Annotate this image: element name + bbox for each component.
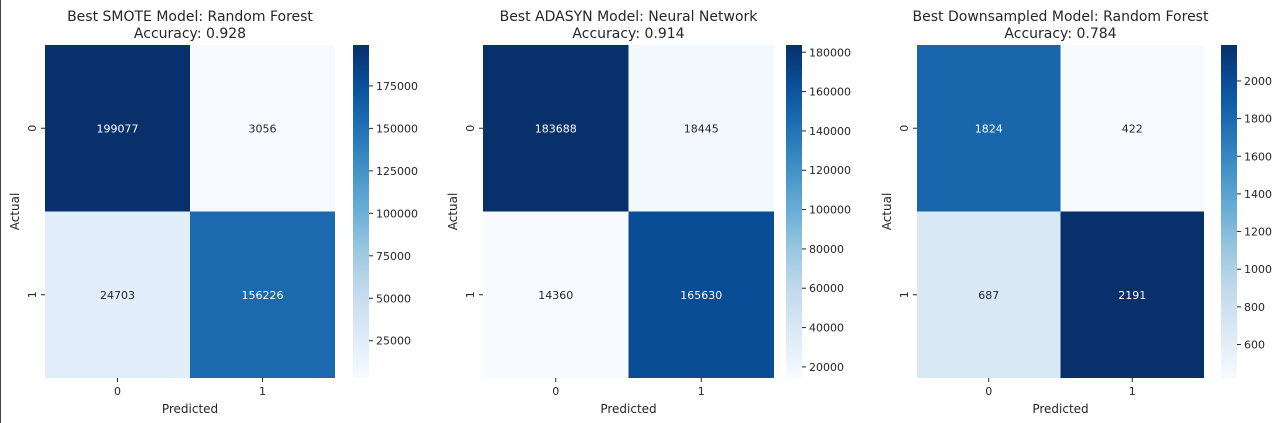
x-axis-label: Predicted — [600, 402, 656, 416]
cell-value-label: 165630 — [680, 289, 722, 302]
colorbar-tick-label: 50000 — [376, 292, 411, 305]
heatmap-cell — [628, 211, 774, 378]
y-tick-label: 1 — [898, 291, 911, 298]
colorbar-tick-label: 60000 — [809, 282, 844, 295]
colorbar-tick-label: 1800 — [1244, 113, 1272, 126]
heatmap-panel-1: Best SMOTE Model: Random ForestAccuracy:… — [8, 9, 418, 416]
colorbar-tick-label: 1400 — [1244, 188, 1272, 201]
colorbar — [786, 45, 802, 378]
heatmap-cell — [483, 45, 629, 212]
heatmap-cell — [1060, 45, 1204, 212]
heatmap-cell — [628, 45, 774, 212]
y-tick-label: 1 — [26, 291, 39, 298]
panel-subtitle: Accuracy: 0.928 — [134, 26, 246, 42]
y-tick-label: 0 — [898, 125, 911, 132]
panel-subtitle: Accuracy: 0.914 — [572, 26, 684, 42]
x-tick-label: 0 — [114, 385, 121, 398]
y-tick-label: 0 — [26, 125, 39, 132]
y-axis-label: Actual — [8, 193, 22, 231]
colorbar-tick-label: 125000 — [376, 165, 418, 178]
colorbar-tick-label: 800 — [1244, 301, 1265, 314]
x-tick-label: 1 — [1129, 385, 1136, 398]
x-tick-label: 1 — [698, 385, 705, 398]
colorbar-tick-label: 175000 — [376, 80, 418, 93]
colorbar — [1221, 45, 1237, 378]
heatmap-cell — [45, 45, 190, 212]
colorbar-tick-label: 100000 — [376, 207, 418, 220]
colorbar-tick-label: 1600 — [1244, 150, 1272, 163]
colorbar-tick-label: 150000 — [376, 122, 418, 135]
cell-value-label: 2191 — [1118, 289, 1146, 302]
cell-value-label: 687 — [978, 289, 999, 302]
cell-value-label: 18445 — [684, 122, 719, 135]
colorbar-tick-label: 160000 — [809, 86, 851, 99]
colorbar-tick-label: 20000 — [809, 361, 844, 374]
heatmap-cell — [45, 211, 190, 378]
colorbar-tick-label: 1200 — [1244, 226, 1272, 239]
cell-value-label: 199077 — [97, 122, 139, 135]
panel-title: Best SMOTE Model: Random Forest — [67, 9, 313, 25]
colorbar — [353, 45, 369, 378]
x-tick-label: 0 — [985, 385, 992, 398]
panel-title: Best ADASYN Model: Neural Network — [500, 9, 759, 25]
cell-value-label: 24703 — [100, 289, 135, 302]
heatmap-cell — [1060, 211, 1204, 378]
colorbar-tick-label: 1000 — [1244, 263, 1272, 276]
y-axis-label: Actual — [446, 193, 460, 231]
panel-subtitle: Accuracy: 0.784 — [1004, 26, 1116, 42]
y-tick-label: 1 — [464, 291, 477, 298]
heatmap-cell — [190, 45, 335, 212]
x-axis-label: Predicted — [162, 402, 218, 416]
colorbar-tick-label: 75000 — [376, 250, 411, 263]
heatmap-panel-2: Best ADASYN Model: Neural NetworkAccurac… — [446, 9, 851, 416]
heatmap-cell — [917, 211, 1061, 378]
heatmap-cell — [190, 211, 335, 378]
cell-value-label: 1824 — [975, 122, 1003, 135]
window-left-edge — [0, 0, 1, 423]
colorbar-tick-label: 80000 — [809, 243, 844, 256]
colorbar-tick-label: 40000 — [809, 322, 844, 335]
cell-value-label: 14360 — [538, 289, 573, 302]
cell-value-label: 422 — [1122, 122, 1143, 135]
colorbar-tick-label: 600 — [1244, 338, 1265, 351]
heatmap-cell — [483, 211, 629, 378]
heatmap-cell — [917, 45, 1061, 212]
heatmap-panel-3: Best Downsampled Model: Random ForestAcc… — [880, 9, 1272, 416]
panel-title: Best Downsampled Model: Random Forest — [913, 9, 1209, 25]
y-axis-label: Actual — [880, 193, 894, 231]
x-tick-label: 1 — [259, 385, 266, 398]
x-axis-label: Predicted — [1032, 402, 1088, 416]
cell-value-label: 3056 — [249, 122, 277, 135]
cell-value-label: 156226 — [242, 289, 284, 302]
colorbar-tick-label: 2000 — [1244, 75, 1272, 88]
colorbar-tick-label: 120000 — [809, 164, 851, 177]
colorbar-tick-label: 100000 — [809, 204, 851, 217]
colorbar-tick-label: 25000 — [376, 335, 411, 348]
x-tick-label: 0 — [552, 385, 559, 398]
y-tick-label: 0 — [464, 125, 477, 132]
colorbar-tick-label: 180000 — [809, 46, 851, 59]
colorbar-tick-label: 140000 — [809, 125, 851, 138]
cell-value-label: 183688 — [535, 122, 577, 135]
